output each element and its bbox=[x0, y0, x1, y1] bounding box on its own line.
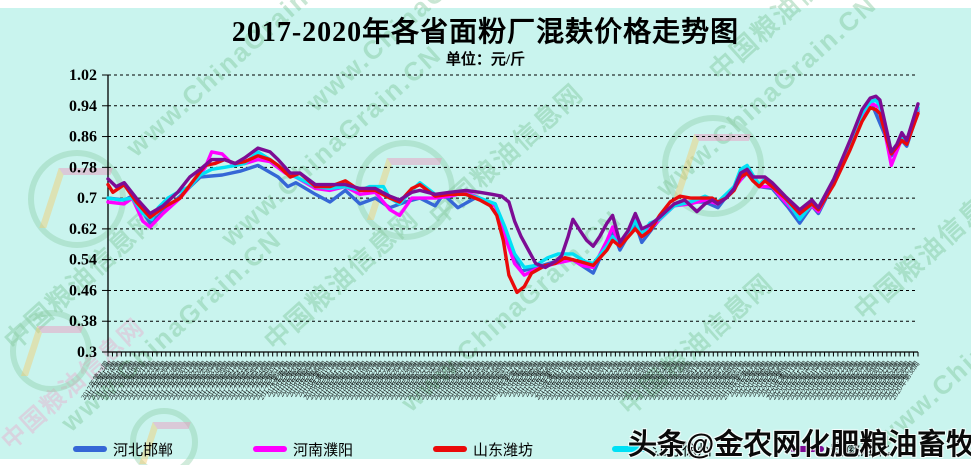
legend-item-安徽淮北: 安徽淮北 bbox=[790, 438, 890, 460]
toutiao-watermark-text: 头条@金农网化肥粮油畜牧通 bbox=[628, 429, 971, 461]
chart-title: 2017-2020年各省面粉厂混麸价格走势图 bbox=[231, 17, 740, 48]
y-tick-label: 0.94 bbox=[69, 98, 97, 115]
legend-swatch bbox=[433, 446, 467, 452]
legend-label: 河北邯郸 bbox=[113, 442, 174, 459]
legend-swatch bbox=[612, 446, 646, 452]
legend-item-河北邯郸: 河北邯郸 bbox=[73, 438, 173, 460]
y-tick-label: 0.38 bbox=[69, 313, 97, 330]
series-line-江苏徐州 bbox=[106, 98, 920, 270]
chart-legend: 河北邯郸 河南濮阳 山东潍坊 江苏徐州 安徽淮北 bbox=[0, 438, 971, 462]
legend-item-河南濮阳: 河南濮阳 bbox=[253, 438, 353, 460]
y-tick-label: 0.86 bbox=[69, 129, 97, 146]
legend-swatch bbox=[253, 446, 287, 452]
legend-swatch bbox=[790, 446, 824, 452]
y-tick-label: 0.7 bbox=[77, 190, 97, 207]
chart-unit-label: 单位：元/斤 bbox=[445, 52, 526, 68]
legend-label: 江苏徐州 bbox=[652, 442, 713, 459]
y-tick-label: 0.78 bbox=[69, 159, 97, 176]
y-tick-label: 1.02 bbox=[69, 67, 97, 84]
y-tick-label: 0.46 bbox=[69, 282, 97, 299]
legend-swatch bbox=[73, 446, 107, 452]
legend-item-山东潍坊: 山东潍坊 bbox=[433, 438, 533, 460]
legend-label: 河南濮阳 bbox=[293, 442, 354, 459]
chart-background bbox=[0, 8, 971, 459]
y-tick-label: 0.62 bbox=[69, 221, 97, 238]
series-line-山东潍坊 bbox=[106, 106, 920, 295]
legend-item-江苏徐州: 江苏徐州 bbox=[612, 438, 712, 460]
legend-label: 山东潍坊 bbox=[473, 442, 534, 459]
y-tick-label: 0.3 bbox=[77, 344, 97, 361]
series-line-安徽淮北 bbox=[106, 94, 920, 270]
legend-label: 安徽淮北 bbox=[830, 442, 891, 459]
y-tick-label: 0.54 bbox=[69, 252, 97, 269]
